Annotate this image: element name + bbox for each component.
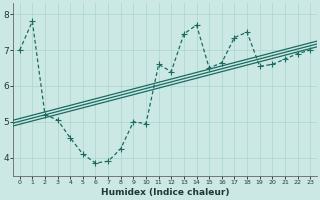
X-axis label: Humidex (Indice chaleur): Humidex (Indice chaleur): [101, 188, 229, 197]
